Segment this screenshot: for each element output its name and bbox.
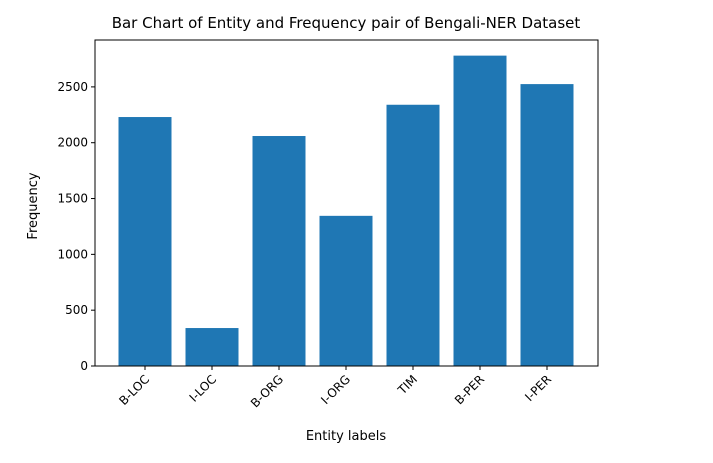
y-tick-label: 500 (65, 303, 88, 317)
bar-i-per (520, 84, 574, 367)
y-tick-label: 1000 (57, 247, 88, 261)
x-tick-label: I-PER (522, 372, 554, 404)
y-tick-label: 2500 (57, 80, 88, 94)
x-tick-label: I-LOC (187, 372, 219, 404)
plot-area: 0 500 1000 1500 2000 2500 B-LOC I-LOC B-ORG I-ORG… (57, 39, 599, 410)
x-tick-label: B-PER (452, 372, 487, 407)
y-axis-label: Frequency (26, 172, 41, 239)
x-tick-label: TIM (394, 372, 420, 398)
x-tick-label: B-ORG (248, 372, 286, 410)
y-tick-label: 0 (80, 359, 88, 373)
x-axis-label: Entity labels (306, 429, 387, 444)
chart-title: Bar Chart of Entity and Frequency pair o… (112, 14, 581, 32)
bar-i-loc (185, 328, 239, 366)
y-tick-label: 2000 (57, 136, 88, 150)
bar-b-org (252, 136, 306, 366)
bar-b-loc (118, 117, 172, 367)
x-tick-label: I-ORG (318, 372, 353, 407)
y-tick-label: 1500 (57, 192, 88, 206)
x-tick-label: B-LOC (116, 372, 152, 408)
bar-tim (386, 104, 440, 367)
bar-i-org (319, 215, 373, 366)
bar-b-per (453, 55, 507, 367)
